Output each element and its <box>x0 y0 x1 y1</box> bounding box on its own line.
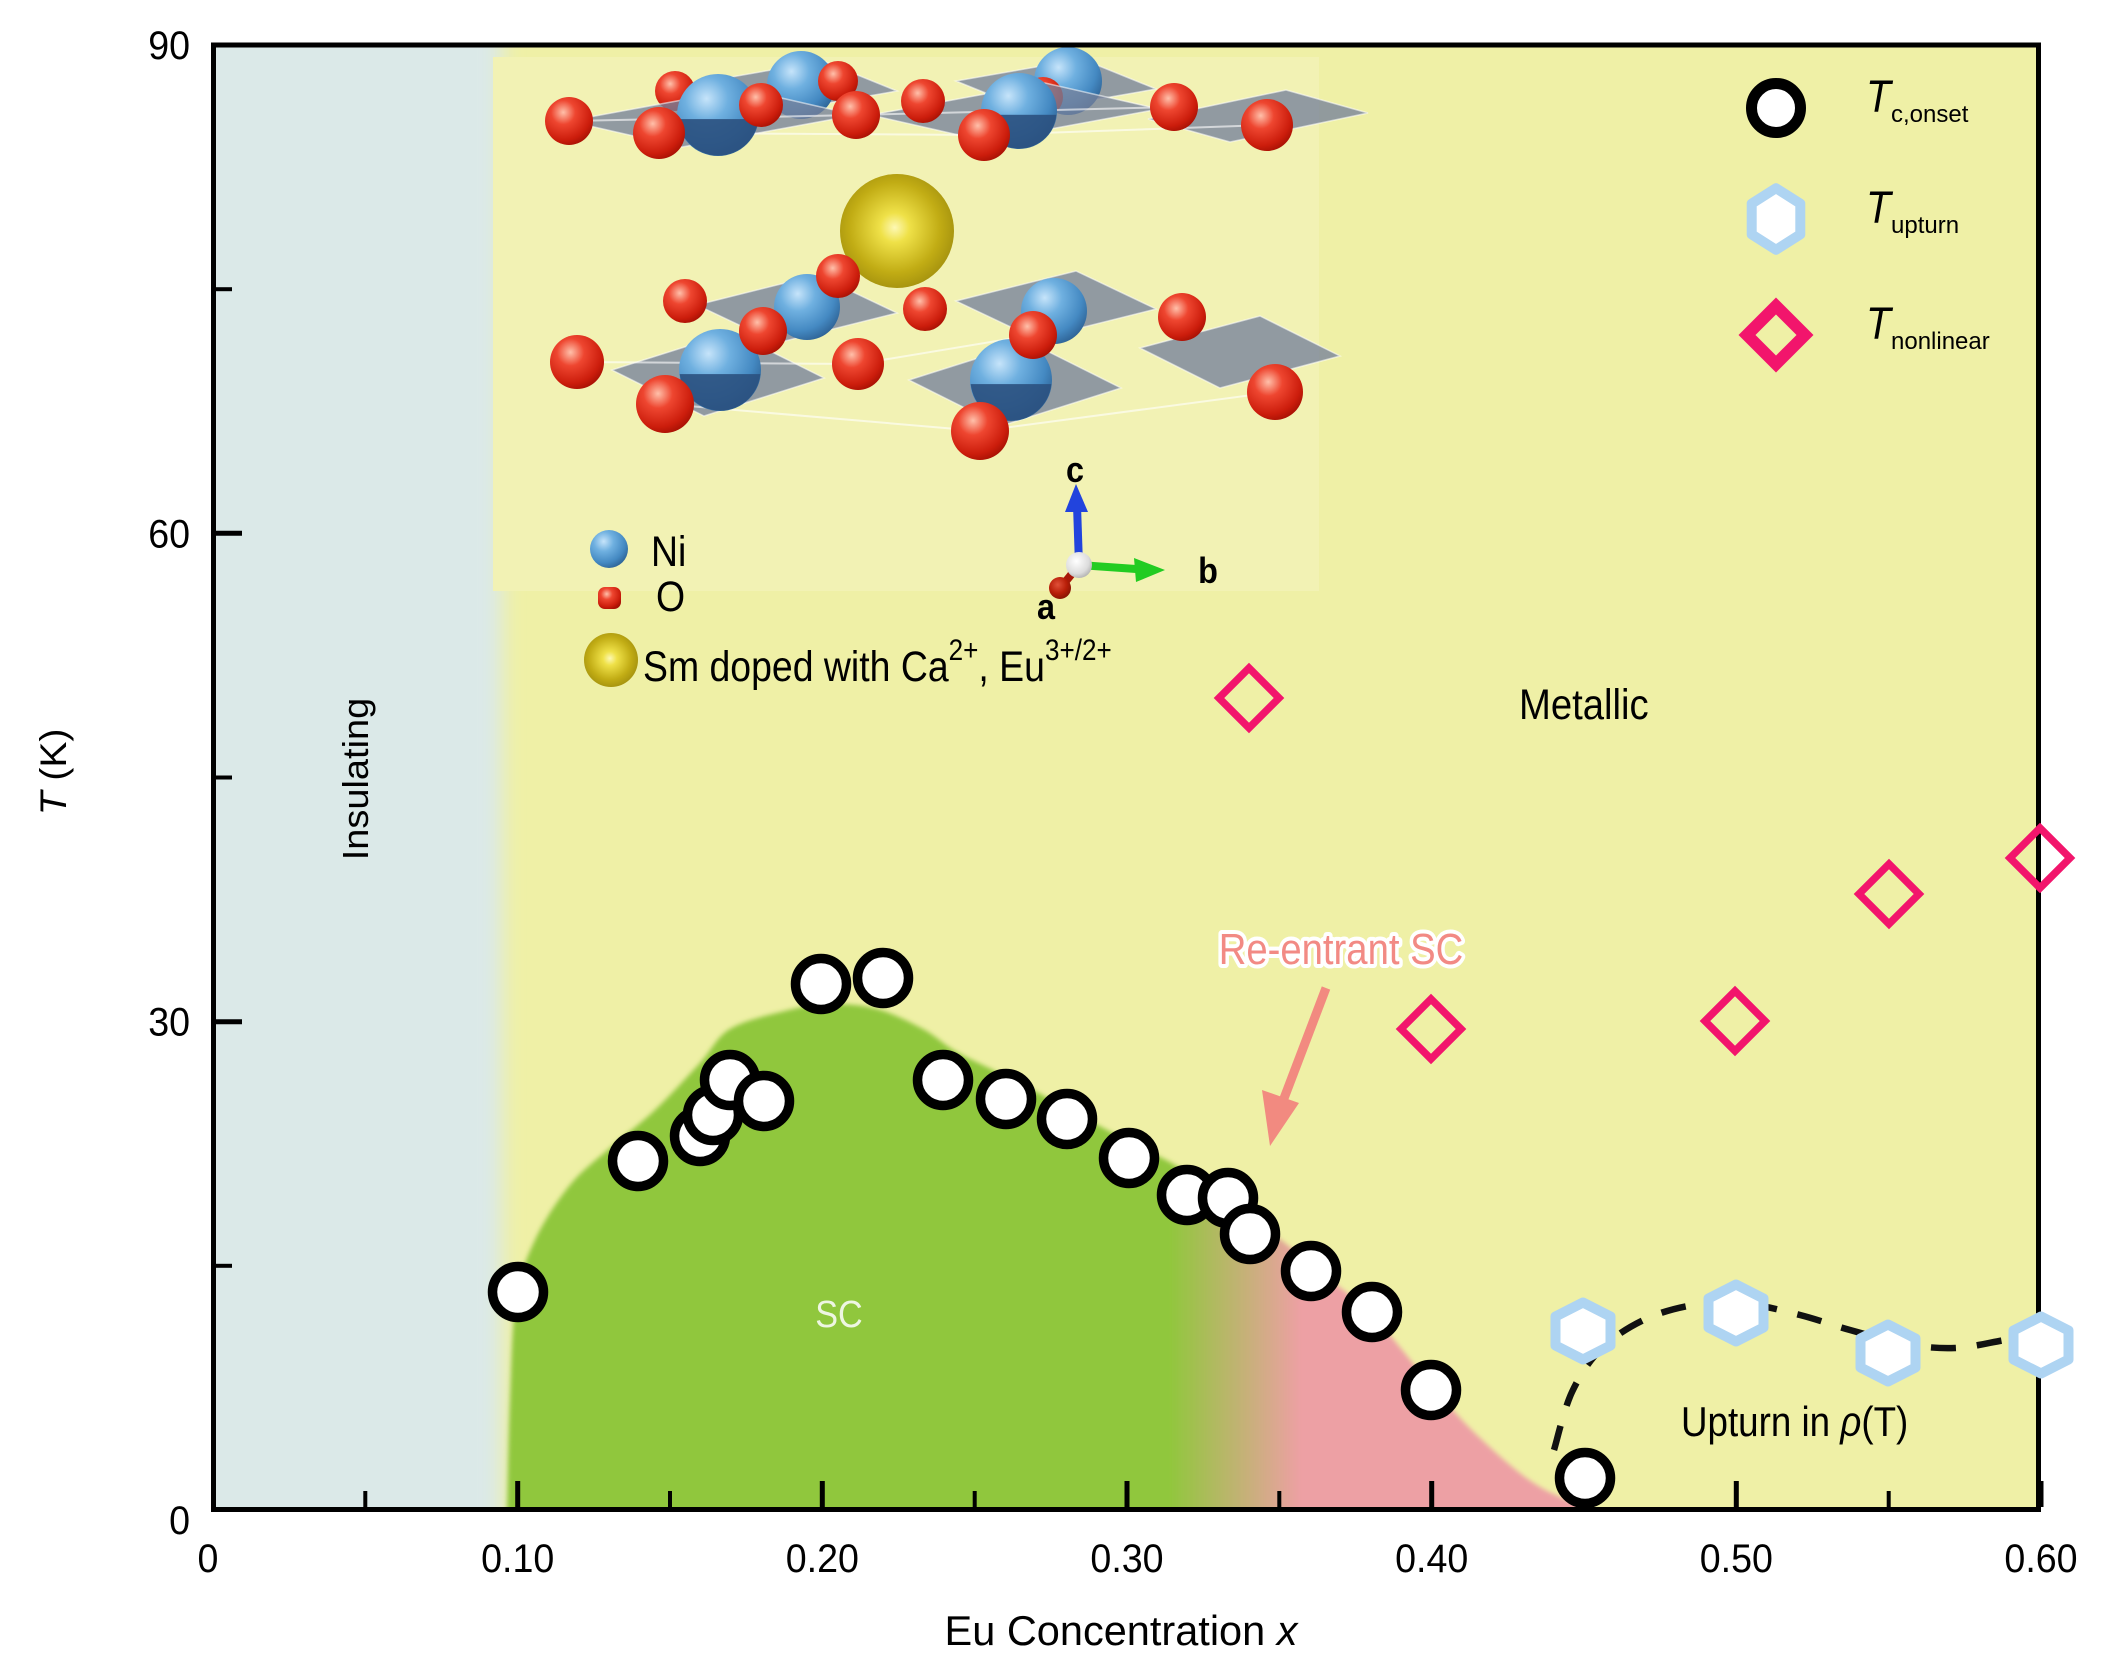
svg-text:T: T <box>1866 72 1893 122</box>
svg-text:Upturn in ρ(T): Upturn in ρ(T) <box>1681 1399 1908 1446</box>
svg-text:T: T <box>1866 183 1893 233</box>
svg-text:Insulating: Insulating <box>336 698 376 861</box>
svg-text:90: 90 <box>148 24 190 68</box>
svg-text:upturn: upturn <box>1891 212 1959 239</box>
svg-text:c,onset: c,onset <box>1891 101 1969 128</box>
svg-text:0.50: 0.50 <box>1700 1537 1773 1581</box>
svg-text:T (K): T (K) <box>34 729 75 816</box>
svg-text:Ni: Ni <box>651 528 686 576</box>
svg-text:0.20: 0.20 <box>786 1537 859 1581</box>
svg-text:0.60: 0.60 <box>2004 1537 2077 1581</box>
svg-text:0: 0 <box>198 1537 219 1581</box>
svg-text:Metallic: Metallic <box>1519 680 1649 729</box>
svg-text:SC: SC <box>815 1292 862 1335</box>
svg-text:b: b <box>1198 551 1218 591</box>
svg-text:c: c <box>1066 450 1084 490</box>
svg-text:0: 0 <box>169 1499 190 1543</box>
svg-text:0.40: 0.40 <box>1395 1537 1468 1581</box>
svg-text:T: T <box>1866 299 1893 349</box>
svg-text:a: a <box>1037 587 1056 627</box>
svg-text:Re-entrant SC: Re-entrant SC <box>1219 925 1464 974</box>
svg-text:0.30: 0.30 <box>1090 1537 1163 1581</box>
svg-text:Sm doped with Ca2+, Eu3+/2+: Sm doped with Ca2+, Eu3+/2+ <box>643 633 1112 690</box>
svg-text:0.10: 0.10 <box>481 1537 554 1581</box>
svg-text:Eu Concentration x: Eu Concentration x <box>945 1607 1299 1654</box>
svg-text:30: 30 <box>148 1001 190 1045</box>
svg-text:O: O <box>656 573 685 621</box>
svg-text:nonlinear: nonlinear <box>1891 328 1990 355</box>
svg-text:60: 60 <box>148 512 190 556</box>
